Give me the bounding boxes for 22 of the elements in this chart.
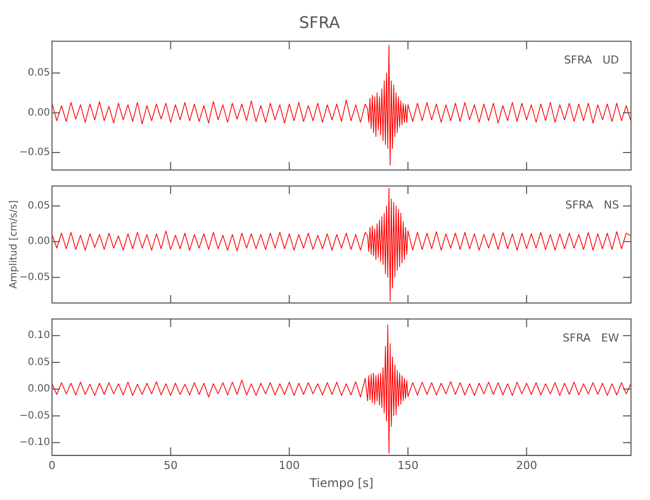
- y-tick-label: 0.05: [28, 200, 50, 212]
- y-tick-label: 0.00: [28, 384, 50, 395]
- y-tick-label: −0.10: [19, 437, 50, 448]
- y-tick-label: −0.05: [19, 410, 50, 422]
- annotation: SFRA NS: [565, 198, 620, 212]
- annotation: SFRA EW: [562, 331, 620, 344]
- annotation: SFRA UD: [564, 54, 619, 67]
- x-tick-label: 0: [48, 458, 56, 472]
- y-tick-label: 0.00: [28, 236, 50, 248]
- y-tick-label: 0.00: [28, 107, 50, 118]
- y-tick-label: 0.05: [28, 68, 50, 79]
- y-tick-label: 0.10: [28, 330, 50, 342]
- x-axis-title: Tiempo [s]: [308, 476, 374, 490]
- y-tick-label: −0.05: [19, 272, 50, 283]
- y-tick-label: −0.05: [19, 147, 50, 158]
- x-tick-label: 100: [278, 458, 300, 472]
- y-axis-title: Amplitud [cm/s/s]: [8, 200, 20, 289]
- y-tick-label: 0.05: [28, 356, 50, 368]
- chart-title: SFRA: [299, 12, 340, 32]
- x-tick-label: 50: [164, 458, 178, 472]
- x-tick-label: 150: [397, 458, 418, 472]
- x-tick-label: 200: [516, 458, 538, 472]
